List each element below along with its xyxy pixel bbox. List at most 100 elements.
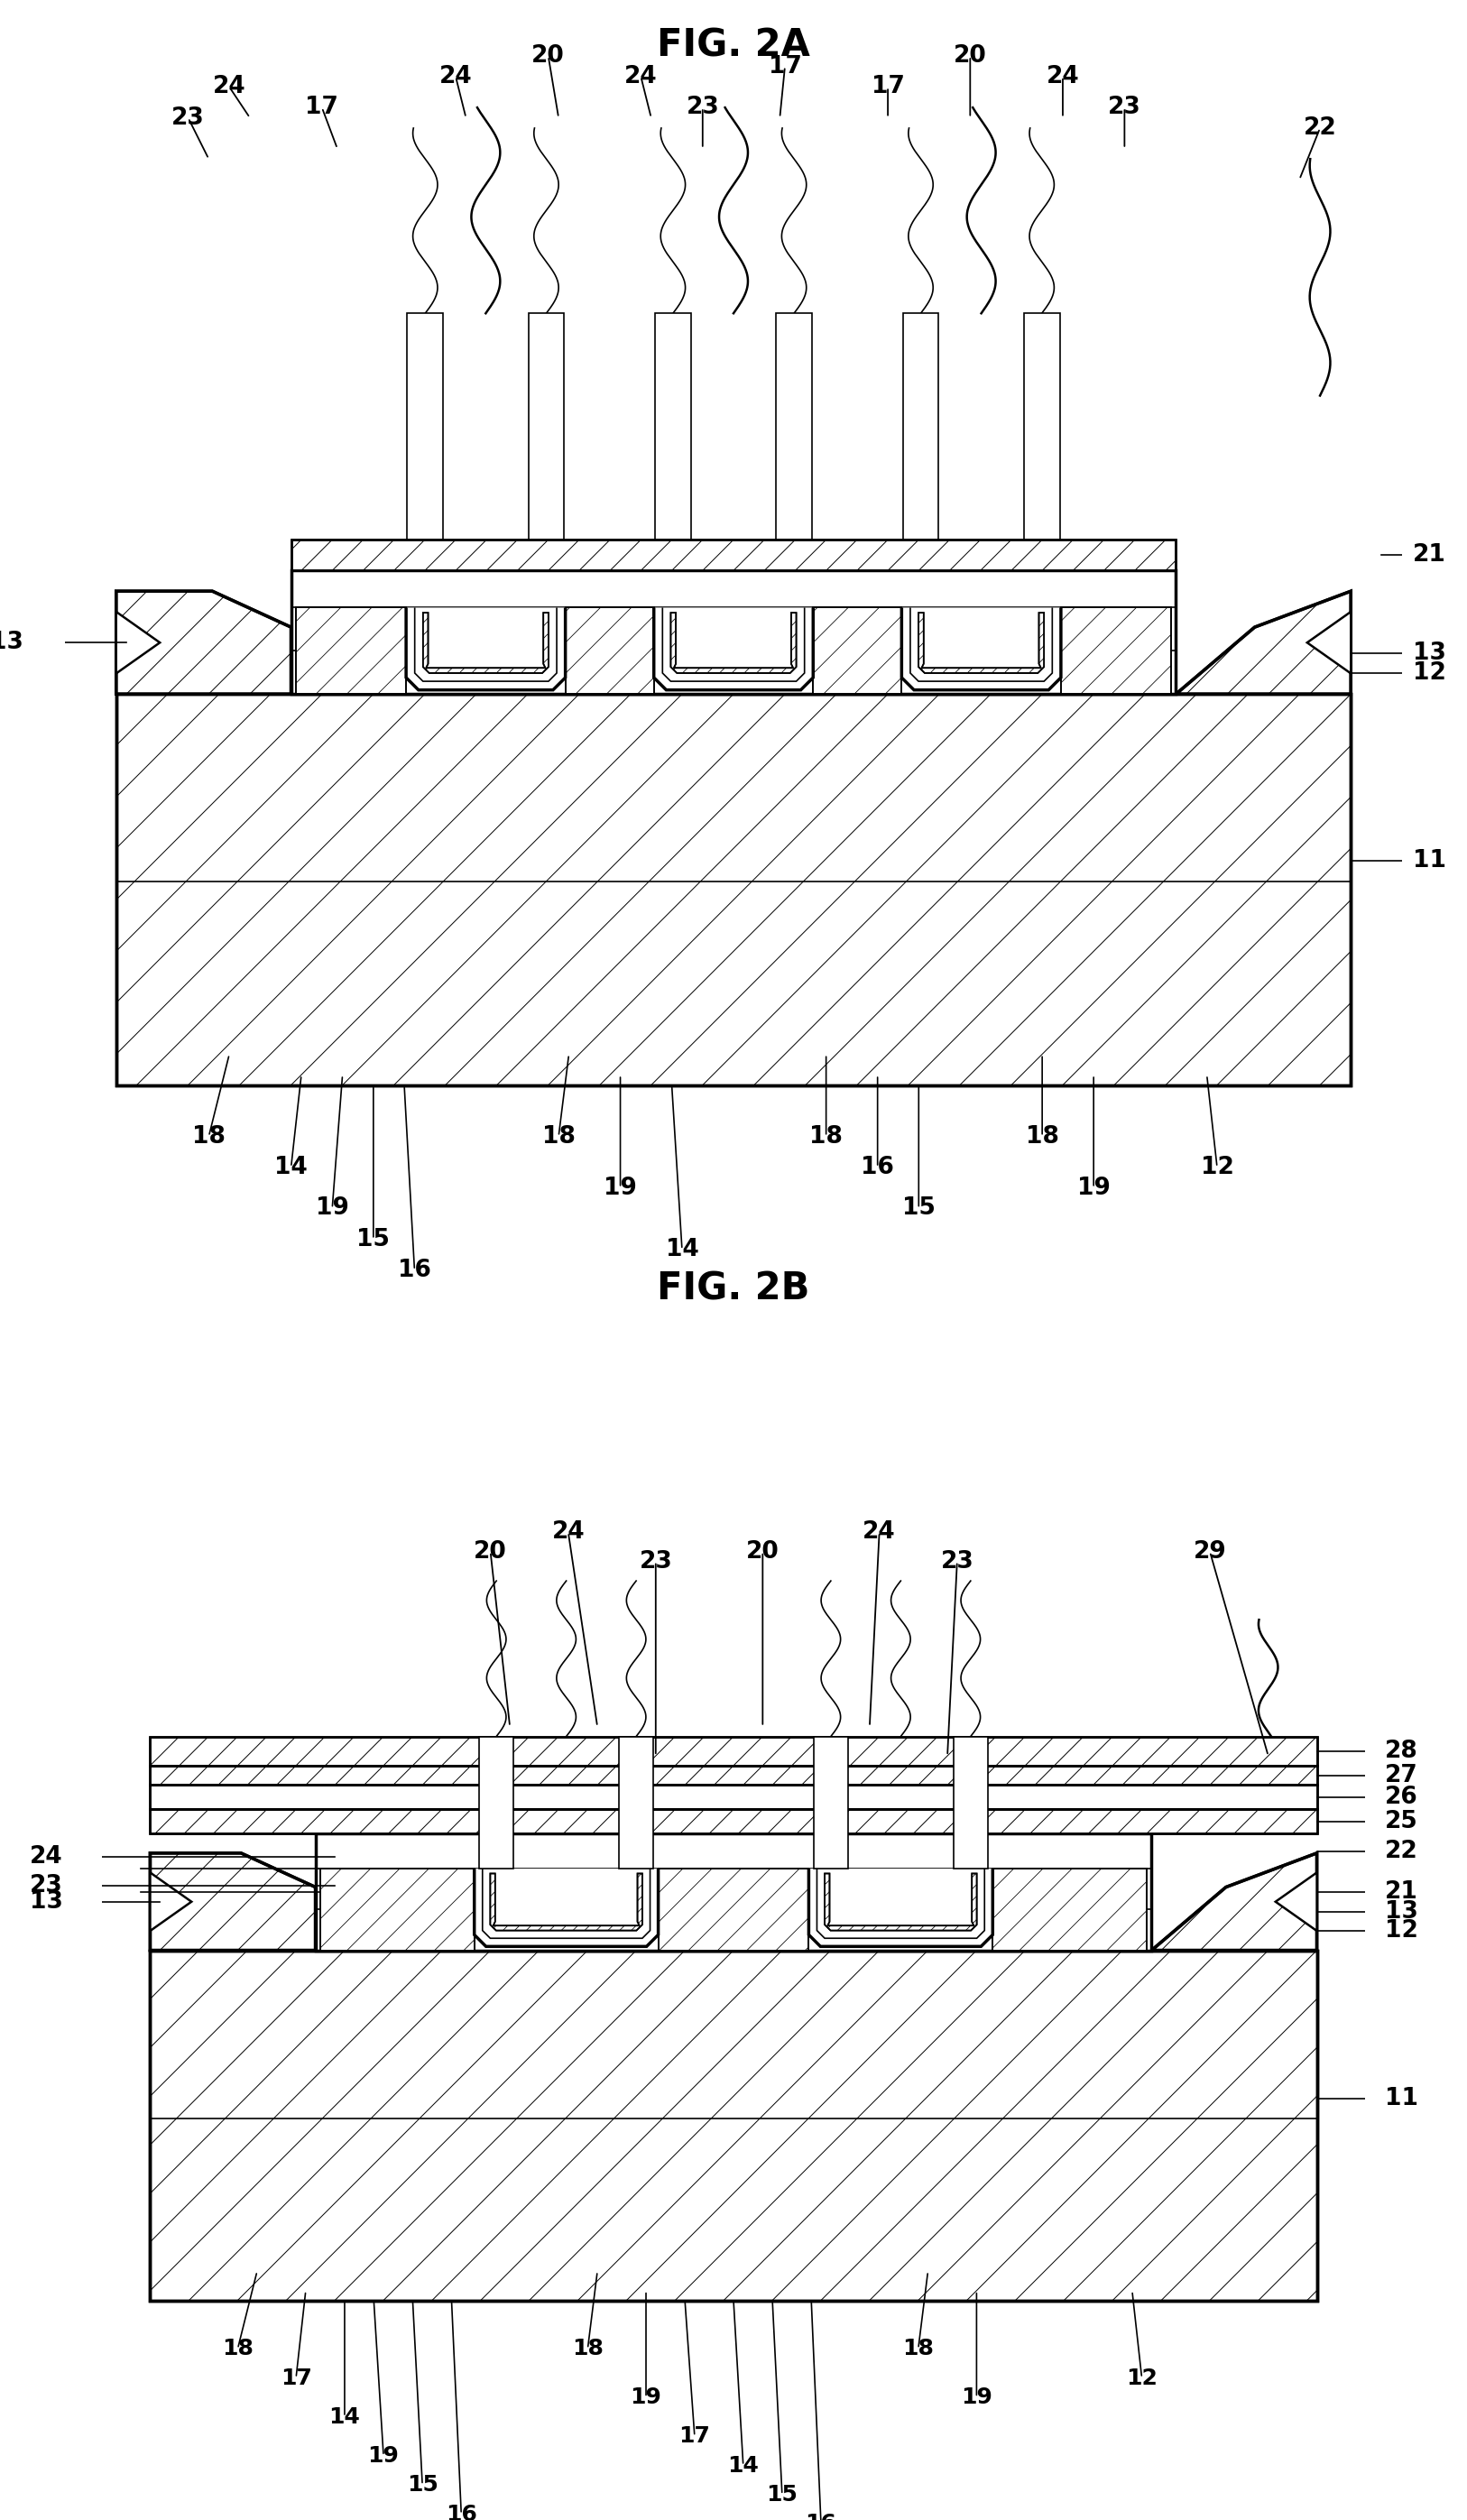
Text: 23: 23 <box>640 1550 672 1572</box>
Text: FIG. 2B: FIG. 2B <box>657 1270 810 1308</box>
Bar <box>150 1784 1317 1809</box>
Polygon shape <box>824 1872 977 1930</box>
Text: 25: 25 <box>1385 1809 1419 1832</box>
Polygon shape <box>474 1870 659 1945</box>
Text: 19: 19 <box>1077 1177 1111 1200</box>
Text: 19: 19 <box>961 2386 992 2409</box>
Text: 20: 20 <box>954 45 987 68</box>
Text: 17: 17 <box>679 2427 710 2447</box>
Text: 14: 14 <box>274 1157 308 1179</box>
Text: 24: 24 <box>625 66 657 88</box>
Bar <box>1024 312 1059 539</box>
Text: 19: 19 <box>604 1177 637 1200</box>
Polygon shape <box>670 612 797 673</box>
Text: 17: 17 <box>871 76 905 98</box>
Polygon shape <box>1152 1852 1317 1950</box>
Bar <box>150 1736 1317 1767</box>
Text: 17: 17 <box>769 55 801 78</box>
Text: 18: 18 <box>192 1124 226 1149</box>
Polygon shape <box>406 607 565 690</box>
Text: 14: 14 <box>666 1237 698 1263</box>
Polygon shape <box>320 1870 474 1950</box>
Polygon shape <box>813 607 902 693</box>
Text: 18: 18 <box>222 2339 254 2359</box>
Text: 20: 20 <box>531 45 565 68</box>
Text: 14: 14 <box>329 2407 361 2427</box>
Bar <box>654 312 691 539</box>
Polygon shape <box>993 1870 1147 1950</box>
Text: 23: 23 <box>29 1875 63 1898</box>
Bar <box>480 1736 513 1870</box>
Text: 15: 15 <box>766 2485 798 2505</box>
Text: 27: 27 <box>1385 1764 1419 1787</box>
Bar <box>150 1767 1317 1784</box>
Bar <box>290 539 1177 570</box>
Polygon shape <box>490 1872 643 1930</box>
Polygon shape <box>1061 607 1171 693</box>
Text: 24: 24 <box>1046 66 1080 88</box>
Polygon shape <box>296 607 406 693</box>
Text: 16: 16 <box>861 1157 895 1179</box>
Bar <box>150 1809 1317 1835</box>
Text: 19: 19 <box>631 2386 662 2409</box>
Text: 18: 18 <box>1025 1124 1059 1149</box>
Text: 15: 15 <box>356 1227 390 1250</box>
Bar <box>150 1767 1317 1784</box>
Polygon shape <box>150 1852 315 1950</box>
Text: 15: 15 <box>902 1197 936 1220</box>
Text: 18: 18 <box>541 1124 575 1149</box>
Bar <box>776 312 813 539</box>
Text: 20: 20 <box>474 1540 508 1562</box>
Polygon shape <box>654 607 813 690</box>
Bar <box>619 1736 653 1870</box>
Text: 22: 22 <box>1385 1840 1419 1862</box>
Text: 13: 13 <box>1385 1900 1419 1923</box>
Text: 24: 24 <box>439 66 472 88</box>
Text: 17: 17 <box>305 96 339 118</box>
Text: 13: 13 <box>1413 640 1446 665</box>
Text: 24: 24 <box>863 1520 896 1545</box>
Polygon shape <box>116 592 290 693</box>
Polygon shape <box>150 1872 192 1930</box>
Bar <box>954 1736 987 1870</box>
Text: 26: 26 <box>1385 1787 1419 1809</box>
Polygon shape <box>150 1950 1317 2301</box>
Text: 11: 11 <box>1385 2087 1419 2112</box>
Text: 22: 22 <box>1303 116 1336 139</box>
Bar <box>290 570 1177 693</box>
Text: 21: 21 <box>1413 544 1446 567</box>
Bar <box>150 1809 1317 1835</box>
Bar <box>315 1835 1152 1950</box>
Bar <box>528 312 565 539</box>
Polygon shape <box>918 612 1045 673</box>
Text: 15: 15 <box>406 2475 439 2495</box>
Polygon shape <box>565 607 654 693</box>
Polygon shape <box>116 612 160 673</box>
Text: 18: 18 <box>572 2339 603 2359</box>
Text: 23: 23 <box>172 106 205 129</box>
Text: 12: 12 <box>1200 1157 1234 1179</box>
Text: 11: 11 <box>1413 849 1446 872</box>
Polygon shape <box>1307 612 1351 673</box>
Bar <box>290 539 1177 570</box>
Text: 12: 12 <box>1385 1920 1419 1943</box>
Text: 12: 12 <box>1127 2366 1157 2389</box>
Text: 17: 17 <box>280 2366 311 2389</box>
Text: 21: 21 <box>1385 1880 1419 1903</box>
Polygon shape <box>1177 592 1351 693</box>
Text: 29: 29 <box>1193 1540 1226 1562</box>
Text: 24: 24 <box>29 1845 63 1870</box>
Text: 23: 23 <box>940 1550 974 1572</box>
Text: 16: 16 <box>398 1257 431 1283</box>
Text: 18: 18 <box>902 2339 934 2359</box>
Text: 20: 20 <box>747 1540 779 1562</box>
Text: 16: 16 <box>446 2502 477 2520</box>
Polygon shape <box>422 612 549 673</box>
Text: 13: 13 <box>0 630 23 655</box>
Text: FIG. 2A: FIG. 2A <box>657 28 810 66</box>
Bar <box>150 1784 1317 1809</box>
Text: 14: 14 <box>728 2454 758 2477</box>
Text: 24: 24 <box>552 1520 585 1545</box>
Text: 23: 23 <box>687 96 719 118</box>
Bar <box>814 1736 848 1870</box>
